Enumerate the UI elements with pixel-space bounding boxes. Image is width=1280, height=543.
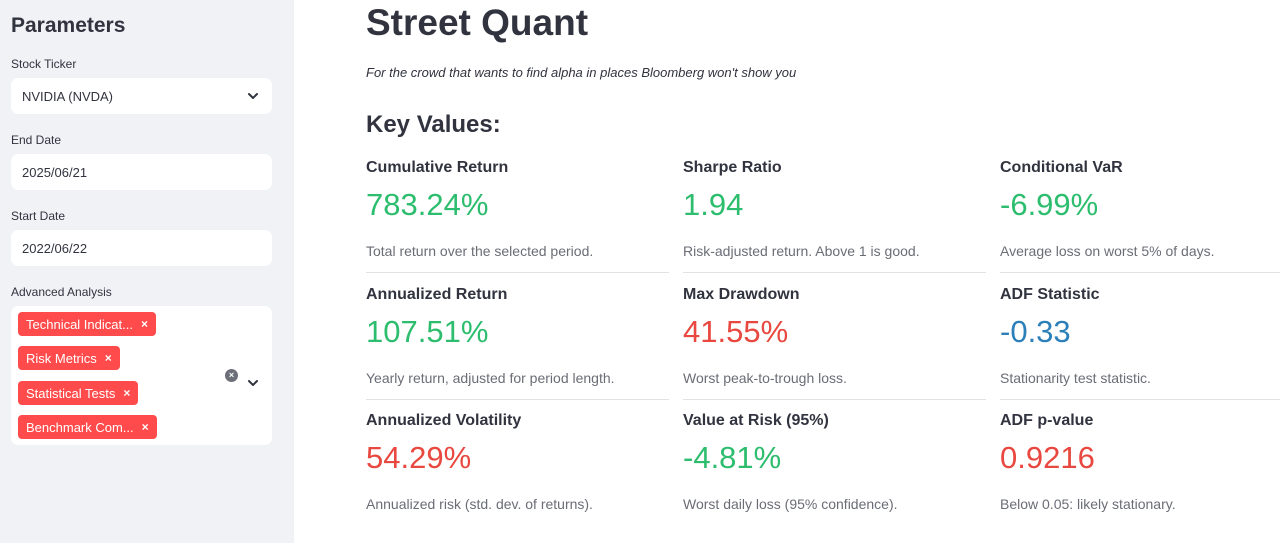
metric-value: 783.24%	[366, 187, 489, 222]
stock-ticker-value: NVIDIA (NVDA)	[22, 88, 114, 104]
metric-description: Worst daily loss (95% confidence).	[683, 496, 898, 512]
metric-adf-statistic: ADF Statistic -0.33 Stationarity test st…	[1000, 286, 1280, 412]
tag-label: Benchmark Com...	[26, 419, 134, 435]
remove-tag-icon[interactable]: ×	[123, 386, 131, 400]
stock-ticker-label: Stock Ticker	[11, 57, 77, 71]
metric-annualized-volatility: Annualized Volatility 54.29% Annualized …	[366, 412, 669, 538]
metric-value: -0.33	[1000, 314, 1071, 349]
metric-value-at-risk: Value at Risk (95%) -4.81% Worst daily l…	[683, 412, 986, 538]
end-date-value: 2025/06/21	[22, 164, 88, 180]
metric-adf-p-value: ADF p-value 0.9216 Below 0.05: likely st…	[1000, 412, 1280, 538]
metric-description: Yearly return, adjusted for period lengt…	[366, 370, 615, 386]
metric-max-drawdown: Max Drawdown 41.55% Worst peak-to-trough…	[683, 286, 986, 412]
metric-label: ADF Statistic	[1000, 286, 1100, 303]
tag-label: Statistical Tests	[26, 385, 116, 401]
metric-description: Stationarity test statistic.	[1000, 370, 1151, 386]
page-subtitle: For the crowd that wants to find alpha i…	[366, 65, 797, 80]
tag-label: Technical Indicat...	[26, 316, 133, 332]
chevron-down-icon[interactable]	[246, 89, 260, 103]
start-date-label: Start Date	[11, 209, 66, 223]
metric-sharpe-ratio: Sharpe Ratio 1.94 Risk-adjusted return. …	[683, 159, 986, 285]
end-date-input[interactable]: 2025/06/21	[11, 154, 272, 190]
clear-all-icon[interactable]: ×	[225, 369, 238, 382]
metric-value: 0.9216	[1000, 440, 1095, 475]
metric-description: Average loss on worst 5% of days.	[1000, 243, 1215, 259]
tag-statistical-tests[interactable]: Statistical Tests ×	[18, 381, 139, 405]
main-content: Street Quant For the crowd that wants to…	[366, 0, 1280, 543]
advanced-analysis-label: Advanced Analysis	[11, 285, 112, 299]
metric-label: Conditional VaR	[1000, 159, 1123, 176]
remove-tag-icon[interactable]: ×	[104, 351, 112, 365]
page-title: Street Quant	[366, 2, 589, 43]
tag-risk-metrics[interactable]: Risk Metrics ×	[18, 346, 120, 370]
remove-tag-icon[interactable]: ×	[141, 420, 149, 434]
metric-label: Annualized Return	[366, 286, 508, 303]
metric-label: Cumulative Return	[366, 159, 509, 176]
metric-label: Value at Risk (95%)	[683, 412, 829, 429]
divider	[1000, 272, 1280, 273]
metric-cumulative-return: Cumulative Return 783.24% Total return o…	[366, 159, 669, 285]
metric-description: Total return over the selected period.	[366, 243, 594, 259]
sidebar-title: Parameters	[11, 14, 126, 37]
section-title-key-values: Key Values:	[366, 111, 501, 138]
metric-value: 1.94	[683, 187, 744, 222]
tag-label: Risk Metrics	[26, 350, 97, 366]
stock-ticker-select[interactable]: NVIDIA (NVDA)	[11, 78, 272, 114]
metric-description: Risk-adjusted return. Above 1 is good.	[683, 243, 920, 259]
start-date-value: 2022/06/22	[22, 240, 88, 256]
remove-tag-icon[interactable]: ×	[140, 317, 148, 331]
tag-technical-indicators[interactable]: Technical Indicat... ×	[18, 312, 156, 336]
divider	[1000, 399, 1280, 400]
metric-label: Annualized Volatility	[366, 412, 522, 429]
tag-benchmark-comparison[interactable]: Benchmark Com... ×	[18, 415, 157, 439]
metric-value: -6.99%	[1000, 187, 1099, 222]
start-date-input[interactable]: 2022/06/22	[11, 230, 272, 266]
sidebar: Parameters Stock Ticker NVIDIA (NVDA) En…	[0, 0, 294, 543]
metric-value: 41.55%	[683, 314, 789, 349]
metric-value: 54.29%	[366, 440, 472, 475]
metric-label: ADF p-value	[1000, 412, 1094, 429]
metric-description: Worst peak-to-trough loss.	[683, 370, 847, 386]
metric-description: Annualized risk (std. dev. of returns).	[366, 496, 593, 512]
metric-label: Max Drawdown	[683, 286, 800, 303]
divider	[683, 272, 986, 273]
metric-description: Below 0.05: likely stationary.	[1000, 496, 1176, 512]
divider	[366, 272, 669, 273]
metric-annualized-return: Annualized Return 107.51% Yearly return,…	[366, 286, 669, 412]
divider	[366, 399, 669, 400]
chevron-down-icon[interactable]	[246, 376, 260, 390]
metric-value: -4.81%	[683, 440, 782, 475]
metric-conditional-var: Conditional VaR -6.99% Average loss on w…	[1000, 159, 1280, 285]
metric-label: Sharpe Ratio	[683, 159, 782, 176]
advanced-analysis-multiselect[interactable]: Technical Indicat... × Risk Metrics × St…	[11, 306, 272, 445]
metric-value: 107.51%	[366, 314, 489, 349]
end-date-label: End Date	[11, 133, 62, 147]
divider	[683, 399, 986, 400]
